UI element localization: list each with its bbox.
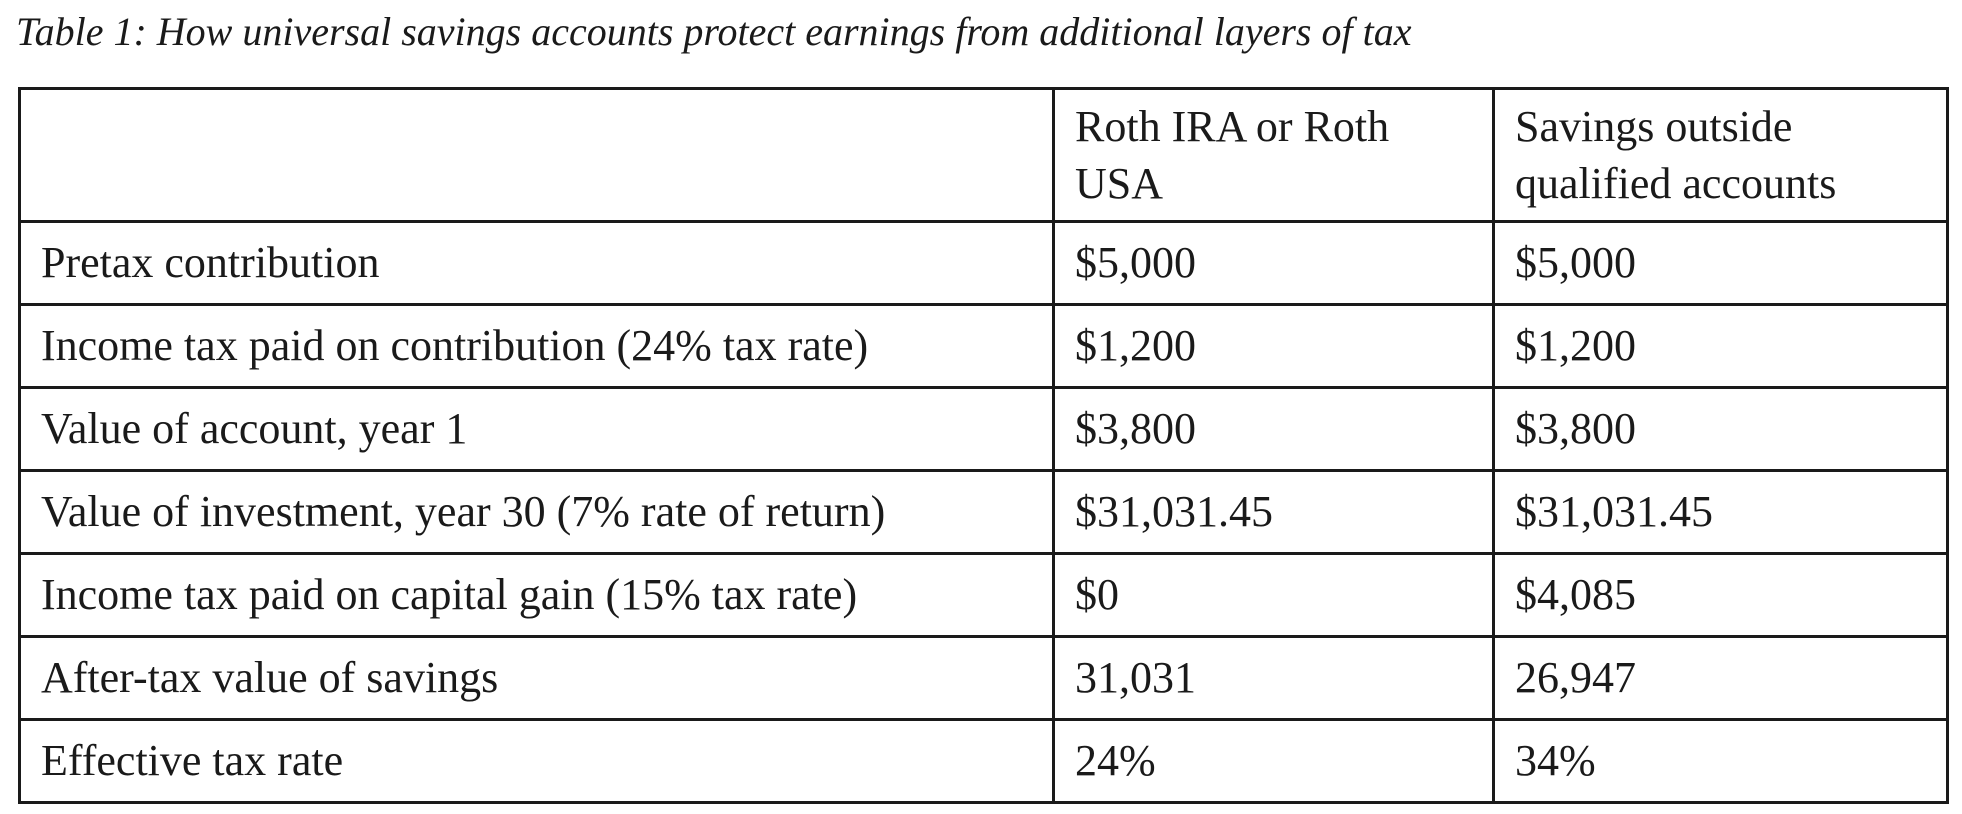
row-label: Income tax paid on capital gain (15% tax… [18, 552, 1055, 638]
outside-value: $5,000 [1492, 220, 1949, 306]
outside-value: $1,200 [1492, 303, 1949, 389]
roth-value: $1,200 [1052, 303, 1495, 389]
row-label: Income tax paid on contribution (24% tax… [18, 303, 1055, 389]
savings-comparison-table: Roth IRA or Roth USA Savings outside qua… [18, 87, 1949, 804]
roth-value: $31,031.45 [1052, 469, 1495, 555]
column-header-roth: Roth IRA or Roth USA [1052, 87, 1495, 223]
row-label: Value of account, year 1 [18, 386, 1055, 472]
roth-value: 24% [1052, 718, 1495, 804]
column-header-empty [18, 87, 1055, 223]
table-row: Income tax paid on capital gain (15% tax… [18, 552, 1949, 638]
outside-value: $3,800 [1492, 386, 1949, 472]
roth-value: 31,031 [1052, 635, 1495, 721]
roth-value: $3,800 [1052, 386, 1495, 472]
row-label: Pretax contribution [18, 220, 1055, 306]
row-label: After-tax value of savings [18, 635, 1055, 721]
outside-value: 26,947 [1492, 635, 1949, 721]
table-header-row: Roth IRA or Roth USA Savings outside qua… [18, 87, 1949, 223]
row-label: Effective tax rate [18, 718, 1055, 804]
table-row: Effective tax rate 24% 34% [18, 718, 1949, 804]
outside-value: $31,031.45 [1492, 469, 1949, 555]
table-row: After-tax value of savings 31,031 26,947 [18, 635, 1949, 721]
table-caption: Table 1: How universal savings accounts … [16, 9, 1412, 54]
table-row: Income tax paid on contribution (24% tax… [18, 303, 1949, 389]
table-row: Value of account, year 1 $3,800 $3,800 [18, 386, 1949, 472]
outside-value: 34% [1492, 718, 1949, 804]
roth-value: $5,000 [1052, 220, 1495, 306]
table-row: Pretax contribution $5,000 $5,000 [18, 220, 1949, 306]
column-header-outside: Savings outside qualified accounts [1492, 87, 1949, 223]
outside-value: $4,085 [1492, 552, 1949, 638]
roth-value: $0 [1052, 552, 1495, 638]
table-row: Value of investment, year 30 (7% rate of… [18, 469, 1949, 555]
row-label: Value of investment, year 30 (7% rate of… [18, 469, 1055, 555]
